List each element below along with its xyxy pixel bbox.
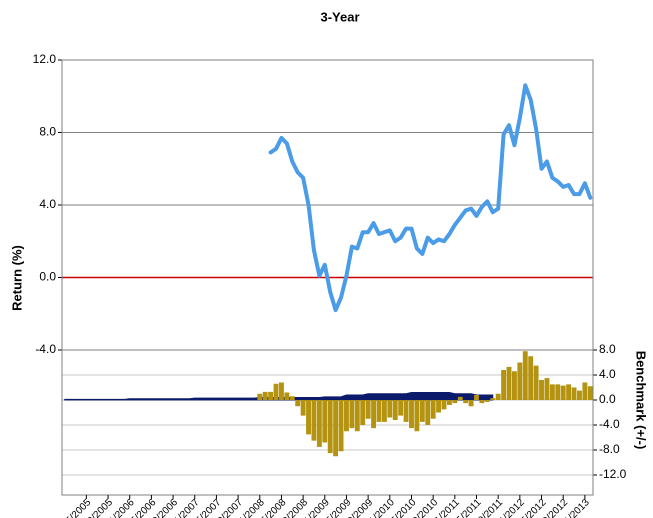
bar bbox=[311, 400, 317, 441]
bar bbox=[517, 362, 523, 400]
bar bbox=[441, 400, 447, 410]
y2-axis-label: Benchmark (+/-) bbox=[634, 351, 649, 450]
bar bbox=[468, 400, 474, 407]
bar bbox=[409, 400, 414, 429]
y-tick-label: -4.0 bbox=[35, 342, 56, 356]
bar bbox=[333, 400, 339, 457]
bar bbox=[511, 371, 517, 400]
bar bbox=[284, 392, 290, 400]
bar bbox=[392, 400, 398, 420]
bar bbox=[463, 400, 469, 404]
y-tick-label: 8.0 bbox=[39, 125, 56, 139]
bar bbox=[587, 386, 593, 400]
bar bbox=[571, 387, 577, 400]
bar bbox=[273, 383, 279, 400]
bar bbox=[381, 400, 387, 422]
bar bbox=[300, 400, 306, 416]
bar bbox=[349, 400, 355, 429]
chart-title: 3-Year bbox=[320, 9, 359, 24]
bar bbox=[436, 400, 442, 413]
bar bbox=[479, 400, 485, 404]
bar bbox=[577, 390, 582, 400]
bar bbox=[430, 400, 436, 419]
bar bbox=[446, 400, 452, 405]
bar bbox=[360, 400, 366, 425]
bar bbox=[452, 400, 458, 404]
bar bbox=[533, 365, 539, 400]
y-tick-label: 4.0 bbox=[39, 197, 56, 211]
bar bbox=[306, 400, 311, 435]
plot-frame bbox=[61, 59, 594, 496]
bar bbox=[354, 400, 360, 432]
y2-tick-label: 8.0 bbox=[599, 342, 616, 356]
bar bbox=[338, 400, 344, 452]
bar bbox=[268, 391, 274, 400]
bar bbox=[371, 400, 376, 429]
bar bbox=[316, 400, 322, 447]
bar bbox=[289, 396, 295, 400]
bar bbox=[295, 400, 301, 407]
line bbox=[268, 83, 593, 313]
bar bbox=[419, 400, 425, 422]
bar bbox=[490, 398, 496, 400]
y-tick-label: 12.0 bbox=[33, 52, 57, 66]
bar bbox=[257, 393, 263, 400]
bar bbox=[327, 400, 333, 454]
bar bbox=[474, 395, 479, 400]
bar bbox=[457, 396, 463, 400]
y-tick-label: 0.0 bbox=[39, 270, 56, 284]
y2-tick-label: -4.0 bbox=[599, 417, 620, 431]
y-axis-label: Return (%) bbox=[9, 245, 24, 311]
bar bbox=[544, 378, 550, 400]
bar bbox=[582, 382, 588, 400]
bar bbox=[522, 351, 528, 400]
y2-tick-label: -12.0 bbox=[599, 467, 627, 481]
bar bbox=[279, 382, 284, 400]
bar bbox=[506, 366, 512, 400]
bar bbox=[376, 400, 382, 422]
bar bbox=[501, 370, 507, 400]
bar bbox=[262, 391, 268, 400]
bar bbox=[528, 356, 534, 400]
y2-tick-label: 0.0 bbox=[599, 392, 616, 406]
bar bbox=[549, 384, 555, 400]
bar bbox=[539, 380, 544, 400]
bar bbox=[555, 384, 561, 400]
bar bbox=[560, 385, 566, 400]
bar bbox=[425, 400, 431, 425]
bar bbox=[344, 400, 349, 432]
bar bbox=[566, 384, 572, 400]
bar bbox=[495, 393, 501, 400]
bar bbox=[365, 400, 371, 419]
y2-tick-label: 4.0 bbox=[599, 367, 616, 381]
bar bbox=[398, 400, 404, 416]
bar bbox=[484, 400, 490, 402]
bar bbox=[403, 400, 409, 422]
y2-tick-label: -8.0 bbox=[599, 442, 620, 456]
bar bbox=[387, 400, 393, 418]
bar bbox=[322, 400, 328, 443]
bar bbox=[414, 400, 420, 432]
